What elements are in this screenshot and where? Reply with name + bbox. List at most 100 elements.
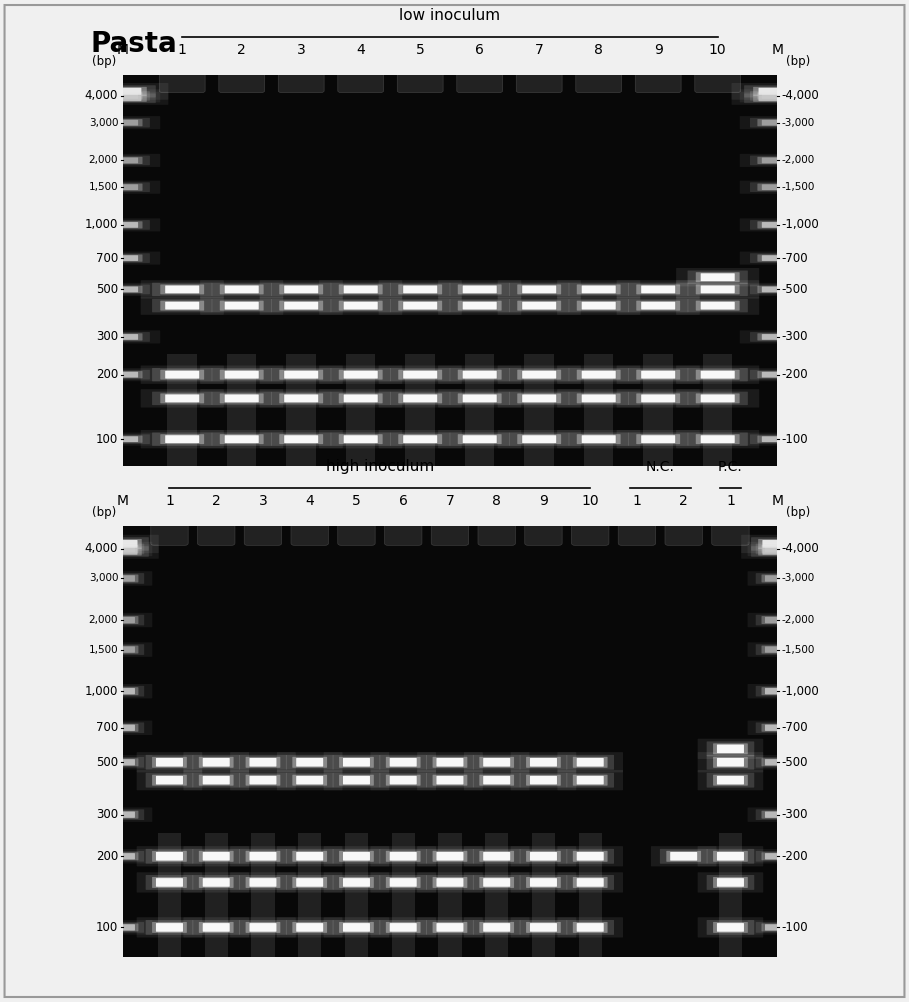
FancyBboxPatch shape [404,395,437,402]
FancyBboxPatch shape [641,286,675,294]
FancyBboxPatch shape [628,433,688,446]
FancyBboxPatch shape [385,775,421,786]
Text: 8: 8 [594,43,604,57]
FancyBboxPatch shape [184,846,249,867]
FancyBboxPatch shape [379,849,427,864]
FancyBboxPatch shape [511,917,576,938]
FancyBboxPatch shape [230,873,295,893]
FancyBboxPatch shape [141,366,224,384]
FancyBboxPatch shape [343,758,370,767]
FancyBboxPatch shape [582,435,615,443]
FancyBboxPatch shape [107,723,138,731]
FancyBboxPatch shape [717,923,744,932]
Text: 6: 6 [399,494,407,508]
FancyBboxPatch shape [497,366,581,384]
FancyBboxPatch shape [165,371,199,379]
Bar [532,834,555,957]
FancyBboxPatch shape [271,433,331,446]
FancyBboxPatch shape [141,297,224,315]
FancyBboxPatch shape [339,775,374,786]
FancyBboxPatch shape [741,544,814,559]
FancyBboxPatch shape [757,371,797,379]
FancyBboxPatch shape [319,281,403,299]
FancyBboxPatch shape [111,853,135,860]
FancyBboxPatch shape [762,545,793,553]
FancyBboxPatch shape [344,435,378,443]
FancyBboxPatch shape [618,519,655,545]
Text: -700: -700 [782,721,808,734]
FancyBboxPatch shape [279,370,323,380]
FancyBboxPatch shape [676,430,759,448]
FancyBboxPatch shape [713,851,748,862]
FancyBboxPatch shape [616,430,700,448]
FancyBboxPatch shape [557,917,623,938]
FancyBboxPatch shape [160,285,205,295]
FancyBboxPatch shape [404,435,437,443]
FancyBboxPatch shape [107,222,138,227]
FancyBboxPatch shape [379,920,427,935]
FancyBboxPatch shape [390,758,416,767]
FancyBboxPatch shape [93,849,153,864]
Text: 700: 700 [96,721,118,734]
FancyBboxPatch shape [277,917,343,938]
FancyBboxPatch shape [184,753,249,773]
Text: N.C.: N.C. [646,460,674,474]
Text: 1: 1 [633,494,642,508]
Bar [579,834,602,957]
FancyBboxPatch shape [107,853,138,861]
FancyBboxPatch shape [762,436,793,442]
FancyBboxPatch shape [751,537,804,551]
FancyBboxPatch shape [747,642,807,656]
FancyBboxPatch shape [108,548,137,555]
FancyBboxPatch shape [86,535,159,553]
FancyBboxPatch shape [344,302,378,310]
FancyBboxPatch shape [152,283,213,297]
Text: 7: 7 [534,43,544,57]
FancyBboxPatch shape [497,297,581,315]
FancyBboxPatch shape [156,878,183,887]
FancyBboxPatch shape [93,613,153,627]
FancyBboxPatch shape [526,922,561,933]
FancyBboxPatch shape [339,877,374,888]
FancyBboxPatch shape [203,758,230,767]
FancyBboxPatch shape [101,922,145,933]
Text: low inoculum: low inoculum [399,8,501,23]
FancyBboxPatch shape [484,923,510,932]
FancyBboxPatch shape [457,69,503,92]
Text: -1,500: -1,500 [782,182,815,192]
FancyBboxPatch shape [701,274,734,282]
FancyBboxPatch shape [509,433,569,446]
FancyBboxPatch shape [107,687,138,695]
FancyBboxPatch shape [582,371,615,379]
FancyBboxPatch shape [520,755,567,770]
Text: 9: 9 [654,43,663,57]
FancyBboxPatch shape [713,922,748,933]
FancyBboxPatch shape [111,924,135,931]
FancyBboxPatch shape [107,545,138,553]
Text: 500: 500 [96,756,118,769]
FancyBboxPatch shape [765,924,789,931]
FancyBboxPatch shape [636,434,680,444]
FancyBboxPatch shape [199,922,234,933]
FancyBboxPatch shape [569,299,629,313]
FancyBboxPatch shape [763,548,792,555]
FancyBboxPatch shape [695,434,740,444]
FancyBboxPatch shape [390,299,450,313]
FancyBboxPatch shape [740,180,814,193]
FancyBboxPatch shape [212,299,272,313]
FancyBboxPatch shape [145,849,194,864]
Text: 2: 2 [212,494,221,508]
FancyBboxPatch shape [103,371,143,379]
FancyBboxPatch shape [85,116,160,129]
FancyBboxPatch shape [104,88,142,95]
FancyBboxPatch shape [239,773,286,788]
FancyBboxPatch shape [757,436,797,443]
FancyBboxPatch shape [390,776,416,785]
FancyBboxPatch shape [757,334,797,341]
FancyBboxPatch shape [103,183,143,190]
Bar [524,354,554,466]
FancyBboxPatch shape [636,370,680,380]
FancyBboxPatch shape [279,301,323,311]
FancyBboxPatch shape [426,849,474,864]
FancyBboxPatch shape [717,776,744,785]
